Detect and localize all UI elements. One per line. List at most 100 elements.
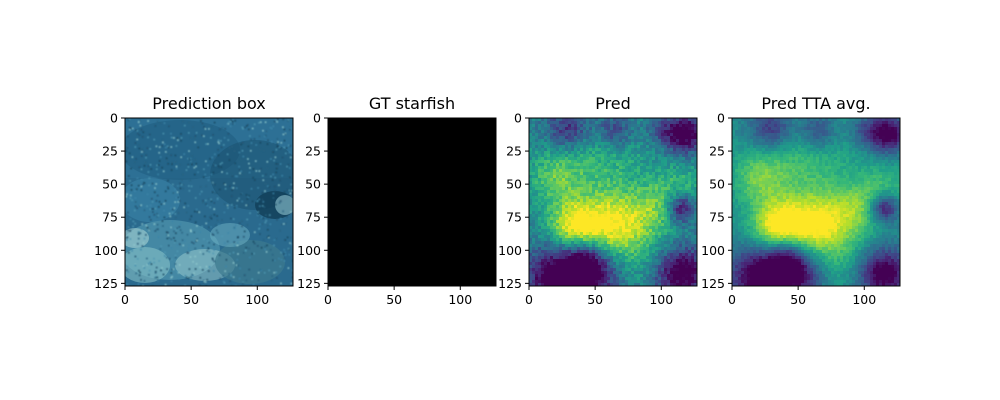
heatmap-cell — [619, 169, 623, 173]
heatmap-cell — [634, 223, 638, 227]
photo-speckle — [206, 143, 209, 145]
heatmap-cell — [592, 247, 596, 251]
heatmap-cell — [679, 139, 683, 143]
photo-speckle — [287, 267, 290, 270]
heatmap-cell — [619, 217, 623, 221]
photo-speckle — [232, 261, 235, 264]
heatmap-cell — [595, 223, 599, 227]
heatmap-cell — [804, 142, 808, 146]
heatmap-cell — [756, 133, 760, 137]
heatmap-cell — [565, 151, 569, 155]
heatmap-cell — [616, 133, 620, 137]
heatmap-cell — [571, 277, 575, 281]
heatmap-cell — [867, 157, 871, 161]
heatmap-cell — [646, 151, 650, 155]
photo-speckle — [171, 183, 174, 186]
heatmap-cell — [846, 124, 850, 128]
heatmap-cell — [637, 118, 641, 122]
heatmap-cell — [685, 253, 689, 257]
heatmap-cell — [810, 139, 814, 143]
heatmap-cell — [553, 229, 557, 233]
heatmap-cell — [589, 223, 593, 227]
heatmap-cell — [828, 121, 832, 125]
heatmap-cell — [756, 157, 760, 161]
heatmap-cell — [592, 142, 596, 146]
heatmap-cell — [646, 160, 650, 164]
heatmap-cell — [553, 280, 557, 284]
photo-speckle — [265, 130, 268, 133]
heatmap-cell — [879, 145, 883, 149]
heatmap-cell — [679, 223, 683, 227]
heatmap-cell — [640, 139, 644, 143]
heatmap-cell — [529, 136, 533, 140]
heatmap-cell — [780, 163, 784, 167]
heatmap-cell — [661, 241, 665, 245]
photo-speckle — [259, 121, 262, 124]
heatmap-cell — [658, 178, 662, 182]
heatmap-cell — [535, 253, 539, 257]
heatmap-cell — [613, 142, 617, 146]
heatmap-cell — [658, 133, 662, 137]
heatmap-cell — [655, 262, 659, 266]
heatmap-cell — [774, 136, 778, 140]
heatmap-cell — [649, 238, 653, 242]
heatmap-cell — [822, 148, 826, 152]
heatmap-cell — [652, 247, 656, 251]
heatmap-cell — [619, 259, 623, 263]
heatmap-cell — [640, 244, 644, 248]
photo-speckle — [274, 176, 277, 179]
heatmap-cell — [631, 157, 635, 161]
photo-speckle — [251, 127, 254, 130]
photo-speckle — [192, 260, 195, 263]
photo-speckle — [217, 141, 220, 144]
heatmap-cell — [559, 247, 563, 251]
photo-speckle — [131, 127, 134, 130]
heatmap-cell — [577, 235, 581, 239]
heatmap-cell — [679, 169, 683, 173]
heatmap-cell — [661, 136, 665, 140]
heatmap-cell — [619, 244, 623, 248]
heatmap-cell — [529, 118, 533, 122]
heatmap-cell — [604, 277, 608, 281]
heatmap-cell — [595, 265, 599, 269]
heatmap-cell — [613, 277, 617, 281]
photo-speckle — [205, 185, 208, 188]
heatmap-cell — [694, 226, 697, 230]
heatmap-cell — [556, 268, 560, 272]
photo-speckle — [156, 215, 159, 218]
heatmap-cell — [738, 142, 742, 146]
heatmap-cell — [658, 235, 662, 239]
photo-speckle — [191, 162, 194, 165]
photo-speckle — [218, 166, 220, 169]
heatmap-cell — [532, 214, 536, 218]
heatmap-cell — [616, 184, 620, 188]
heatmap-cell — [846, 157, 850, 161]
heatmap-cell — [631, 202, 635, 206]
heatmap-cell — [595, 250, 599, 254]
heatmap-cell — [673, 133, 677, 137]
heatmap-cell — [556, 142, 560, 146]
heatmap-cell — [822, 139, 826, 143]
heatmap-cell — [646, 265, 650, 269]
heatmap-cell — [646, 262, 650, 266]
heatmap-cell — [861, 154, 865, 158]
heatmap-cell — [789, 121, 793, 125]
heatmap-cell — [673, 259, 677, 263]
heatmap-cell — [547, 136, 551, 140]
heatmap-cell — [670, 202, 674, 206]
heatmap-cell — [691, 199, 695, 203]
heatmap-cell — [535, 235, 539, 239]
heatmap-cell — [586, 145, 590, 149]
heatmap-cell — [655, 121, 659, 125]
heatmap-cell — [682, 196, 686, 200]
photo-speckle — [186, 251, 189, 254]
heatmap-cell — [580, 253, 584, 257]
photo-speckle — [148, 133, 151, 136]
heatmap-cell — [595, 220, 599, 224]
heatmap-cell — [535, 142, 539, 146]
heatmap-cell — [634, 283, 638, 286]
heatmap-cell — [765, 154, 769, 158]
heatmap-cell — [861, 124, 865, 128]
photo-speckle — [212, 269, 215, 272]
heatmap-cell — [682, 244, 686, 248]
